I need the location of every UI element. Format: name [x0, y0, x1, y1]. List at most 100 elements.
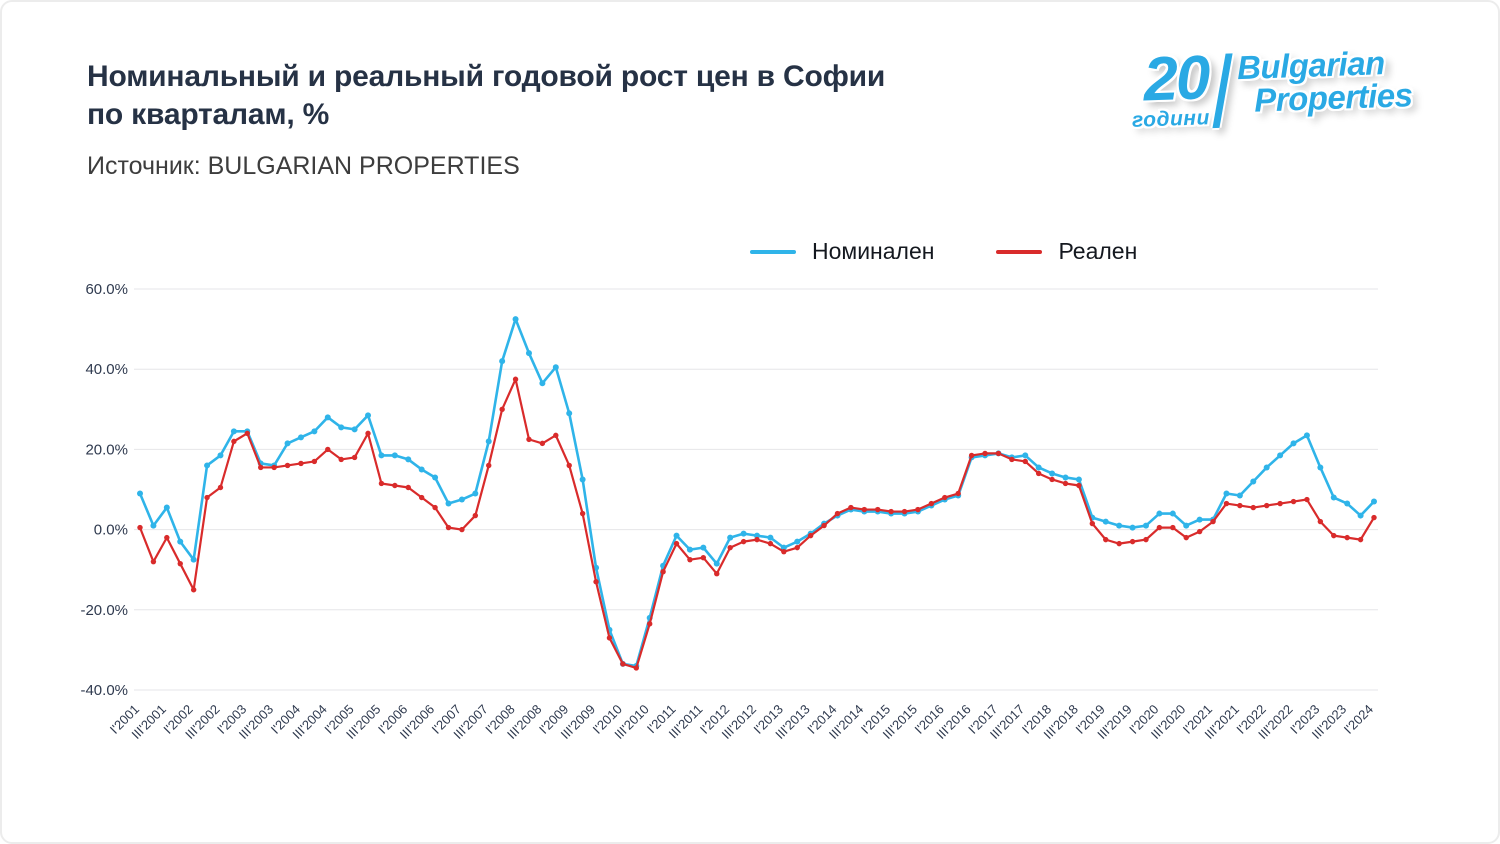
nominal-data-point	[1303, 432, 1310, 439]
nominal-data-point	[137, 490, 143, 497]
real-data-point	[432, 504, 438, 511]
real-data-point	[1035, 470, 1042, 477]
y-tick-label: 0.0%	[94, 522, 128, 539]
real-data-point	[714, 571, 720, 577]
nominal-data-point	[378, 452, 385, 459]
real-data-point	[566, 462, 572, 469]
real-data-point	[1076, 482, 1082, 489]
nominal-data-point	[1022, 452, 1029, 459]
real-data-point	[486, 462, 492, 469]
nominal-data-point	[579, 476, 586, 483]
nominal-data-point	[418, 466, 425, 473]
nominal-data-point	[1035, 464, 1042, 471]
nominal-data-point	[1062, 474, 1069, 481]
nominal-series-label: Номинален	[812, 238, 935, 264]
real-data-point	[512, 376, 519, 382]
nominal-data-point	[1156, 510, 1163, 517]
real-data-point	[405, 484, 411, 491]
real-data-point	[150, 558, 157, 565]
nominal-data-point	[297, 434, 304, 441]
real-data-point	[1170, 524, 1176, 531]
nominal-line	[138, 317, 1376, 668]
real-data-point	[848, 504, 854, 511]
real-data-point	[217, 484, 224, 491]
real-data-point	[1304, 496, 1310, 503]
real-data-point	[499, 406, 505, 412]
real-data-point	[1237, 502, 1243, 509]
real-data-point	[378, 480, 385, 487]
nominal-data-point	[190, 556, 197, 563]
nominal-data-point	[485, 438, 492, 445]
real-data-point	[271, 464, 277, 471]
real-data-point	[392, 482, 398, 489]
chart-legend: Номинален Реален	[750, 238, 1137, 265]
real-data-point	[794, 544, 800, 551]
real-data-point	[284, 462, 291, 469]
real-data-point	[177, 560, 183, 567]
nominal-data-point	[1183, 522, 1190, 529]
real-data-point	[995, 450, 1002, 457]
real-data-point	[888, 508, 894, 515]
nominal-data-point	[1196, 516, 1203, 523]
nominal-data-point	[767, 534, 774, 541]
nominal-data-point	[1169, 510, 1176, 517]
real-data-point	[298, 460, 304, 467]
real-data-point	[606, 635, 613, 641]
nominal-data-point	[1223, 490, 1230, 497]
real-data-point	[1331, 532, 1337, 539]
y-tick-label: 40.0%	[85, 361, 128, 378]
nominal-data-point	[445, 500, 452, 507]
nominal-data-point	[1263, 464, 1270, 471]
legend-item-real[interactable]: Реален	[996, 238, 1137, 265]
nominal-data-point	[754, 532, 760, 539]
nominal-data-point	[405, 456, 412, 463]
nominal-data-point	[780, 544, 787, 551]
nominal-data-point	[673, 532, 680, 539]
real-data-point	[418, 494, 425, 501]
real-data-point	[472, 512, 479, 519]
legend-item-nominal[interactable]: Номинален	[750, 238, 934, 265]
real-data-point	[1009, 456, 1015, 463]
real-data-point	[754, 536, 760, 543]
real-data-point	[553, 432, 559, 439]
real-data-point	[740, 538, 747, 545]
real-data-point	[1143, 536, 1149, 543]
real-data-point	[982, 450, 988, 457]
nominal-data-point	[740, 530, 747, 537]
nominal-data-point	[1371, 498, 1377, 505]
real-data-point	[915, 506, 921, 513]
nominal-data-point	[700, 544, 707, 551]
nominal-data-point	[365, 412, 372, 419]
real-data-point	[1116, 540, 1122, 547]
nominal-data-point	[552, 364, 559, 371]
nominal-data-point	[1075, 476, 1082, 483]
real-data-point	[687, 556, 693, 563]
real-data-point	[781, 548, 787, 555]
real-data-point	[325, 446, 331, 453]
y-tick-label: 60.0%	[85, 281, 128, 298]
nominal-data-point	[1317, 464, 1324, 471]
nominal-data-point	[499, 358, 506, 365]
nominal-data-point	[686, 546, 693, 553]
title-line-1: Номинальный и реальный годовой рост цен …	[87, 60, 886, 93]
real-data-point	[1371, 514, 1377, 521]
y-tick-label: -40.0%	[80, 682, 128, 699]
real-data-point	[1103, 536, 1109, 543]
real-series-swatch	[996, 249, 1043, 254]
real-data-point	[1290, 498, 1297, 505]
real-data-point	[459, 526, 465, 533]
real-data-point	[834, 510, 841, 517]
real-data-point	[1183, 534, 1189, 541]
real-data-point	[700, 554, 707, 561]
real-data-point	[807, 532, 814, 539]
nominal-data-point	[1236, 492, 1243, 499]
real-data-point	[633, 665, 639, 671]
real-data-point	[646, 621, 653, 627]
real-data-point	[861, 506, 868, 513]
real-data-point	[1022, 458, 1028, 465]
real-data-point	[593, 579, 599, 585]
nominal-data-point	[525, 350, 532, 357]
real-data-point	[445, 524, 452, 531]
real-data-point	[875, 506, 881, 513]
